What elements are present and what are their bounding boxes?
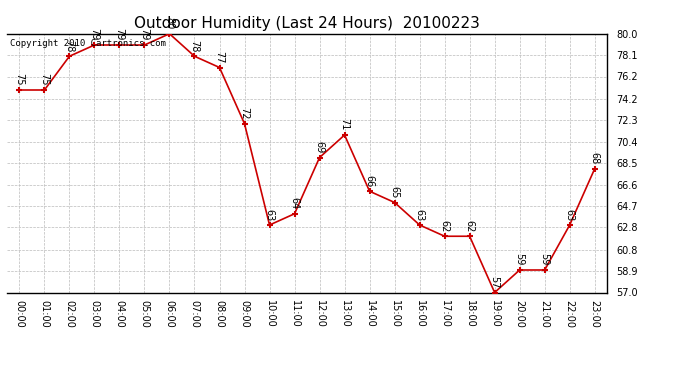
Text: 79: 79 (115, 28, 124, 41)
Text: 63: 63 (415, 209, 424, 221)
Text: Copyright 2010 Cartronics.com: Copyright 2010 Cartronics.com (10, 39, 166, 48)
Text: 57: 57 (490, 276, 500, 288)
Text: 63: 63 (564, 209, 575, 221)
Text: 68: 68 (590, 152, 600, 165)
Text: 75: 75 (14, 74, 24, 86)
Text: 78: 78 (190, 40, 199, 52)
Text: 66: 66 (364, 175, 375, 187)
Title: Outdoor Humidity (Last 24 Hours)  20100223: Outdoor Humidity (Last 24 Hours) 2010022… (134, 16, 480, 31)
Text: 59: 59 (515, 254, 524, 266)
Text: 77: 77 (215, 51, 224, 63)
Text: 75: 75 (39, 74, 50, 86)
Text: 62: 62 (440, 220, 450, 232)
Text: 64: 64 (290, 197, 299, 210)
Text: 80: 80 (164, 17, 175, 30)
Text: 79: 79 (90, 28, 99, 41)
Text: 59: 59 (540, 254, 550, 266)
Text: 79: 79 (139, 28, 150, 41)
Text: 71: 71 (339, 118, 350, 131)
Text: 69: 69 (315, 141, 324, 153)
Text: 65: 65 (390, 186, 400, 198)
Text: 62: 62 (464, 220, 475, 232)
Text: 78: 78 (64, 40, 75, 52)
Text: 72: 72 (239, 107, 250, 120)
Text: 63: 63 (264, 209, 275, 221)
